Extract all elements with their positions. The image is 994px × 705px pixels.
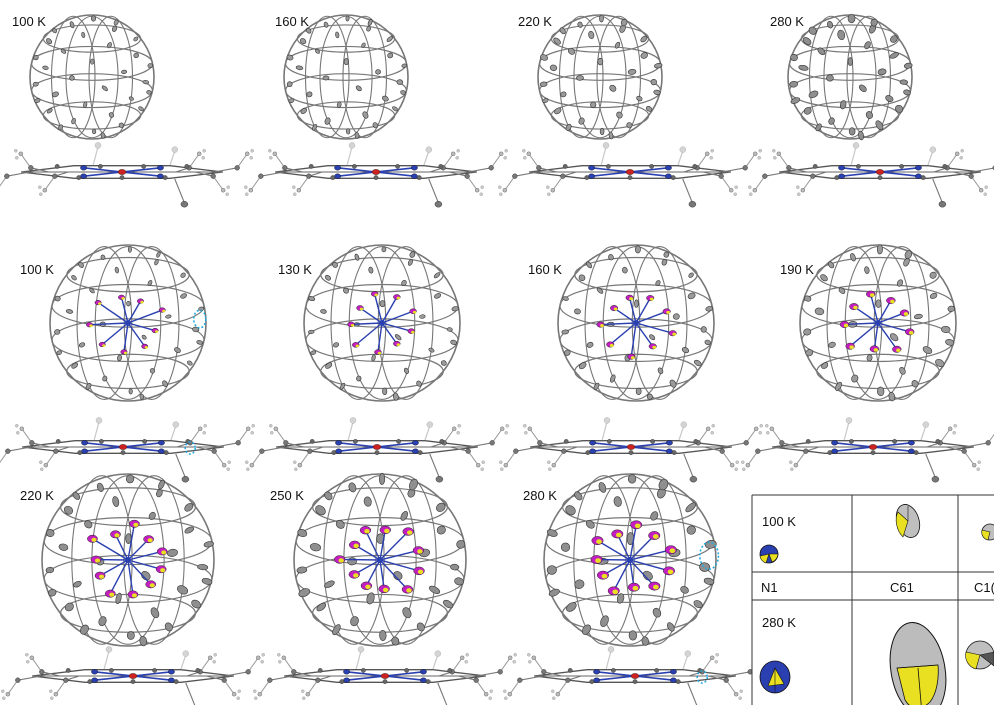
inset-col-label-n1: N1	[761, 580, 778, 595]
row2-porphyrin-2	[245, 417, 509, 483]
row1-cage-3	[537, 14, 663, 140]
row2-porphyrin-3	[499, 417, 763, 483]
row2-label-4: 190 K	[780, 262, 814, 277]
inset-row-label-1: 100 K	[762, 514, 796, 529]
row1-label-2: 160 K	[275, 14, 309, 29]
row1-cage-1	[29, 14, 155, 140]
row1-porphyrin-3	[498, 142, 762, 208]
row3-label-1: 220 K	[20, 488, 54, 503]
panel-layer	[0, 13, 994, 705]
row1-cage-4	[787, 13, 913, 141]
row2-cage-1-highlight-ring	[192, 309, 207, 329]
inset-col-label-c1: C1(	[974, 580, 994, 595]
row2-cage-4	[799, 244, 957, 402]
ellipsoid-c1-280k	[965, 640, 994, 670]
row1-cage-2	[283, 14, 409, 140]
row2-cage-4-encapsulated-cluster	[839, 290, 915, 353]
row3-porphyrin-1	[1, 646, 265, 705]
row3-cage-2	[293, 472, 467, 647]
row2-label-2: 130 K	[278, 262, 312, 277]
row3-label-2: 250 K	[270, 488, 304, 503]
inset-table: 100 K 280 K N1 C61 C1(	[751, 494, 994, 705]
ellipsoid-n1-280k	[759, 660, 791, 694]
inset-col-label-c61: C61	[890, 580, 914, 595]
row2-porphyrin-1-highlight-ring	[184, 441, 196, 455]
row2-cage-2-encapsulated-cluster	[347, 291, 417, 355]
row3-label-3: 280 K	[523, 488, 557, 503]
row1-label-1: 100 K	[12, 14, 46, 29]
row3-cage-3-highlight-ring	[699, 541, 720, 570]
row2-cage-1-encapsulated-cluster	[86, 294, 166, 355]
row3-porphyrin-2	[253, 646, 517, 705]
row2-porphyrin-1	[0, 417, 255, 483]
row3-cage-1-encapsulated-cluster	[87, 519, 168, 599]
row2-cage-3-encapsulated-cluster	[596, 294, 677, 360]
row3-porphyrin-3	[503, 646, 767, 705]
row1-label-4: 280 K	[770, 14, 804, 29]
row3-cage-2-encapsulated-cluster	[334, 525, 425, 594]
row3-cage-3-encapsulated-cluster	[590, 520, 677, 596]
row1-porphyrin-1	[0, 142, 254, 208]
row1-label-3: 220 K	[518, 14, 552, 29]
ellipsoid-n1-100k	[759, 544, 779, 564]
row1-porphyrin-2	[244, 142, 508, 208]
ellipsoid-c1-100k	[981, 523, 994, 541]
ellipsoid-c61-280k	[889, 621, 947, 705]
ellipsoid-c61-100k	[895, 504, 921, 538]
row2-cage-1	[49, 244, 207, 402]
row2-label-3: 160 K	[528, 262, 562, 277]
inset-row-label-2: 280 K	[762, 615, 796, 630]
row3-cage-3	[543, 473, 720, 647]
row2-porphyrin-4	[741, 417, 994, 483]
row1-porphyrin-4	[748, 142, 994, 208]
row2-cage-2	[303, 244, 461, 402]
row2-label-1: 100 K	[20, 262, 54, 277]
row3-cage-1	[41, 473, 215, 647]
row3-porphyrin-3-highlight-ring	[696, 670, 708, 684]
row2-cage-3	[557, 244, 715, 402]
